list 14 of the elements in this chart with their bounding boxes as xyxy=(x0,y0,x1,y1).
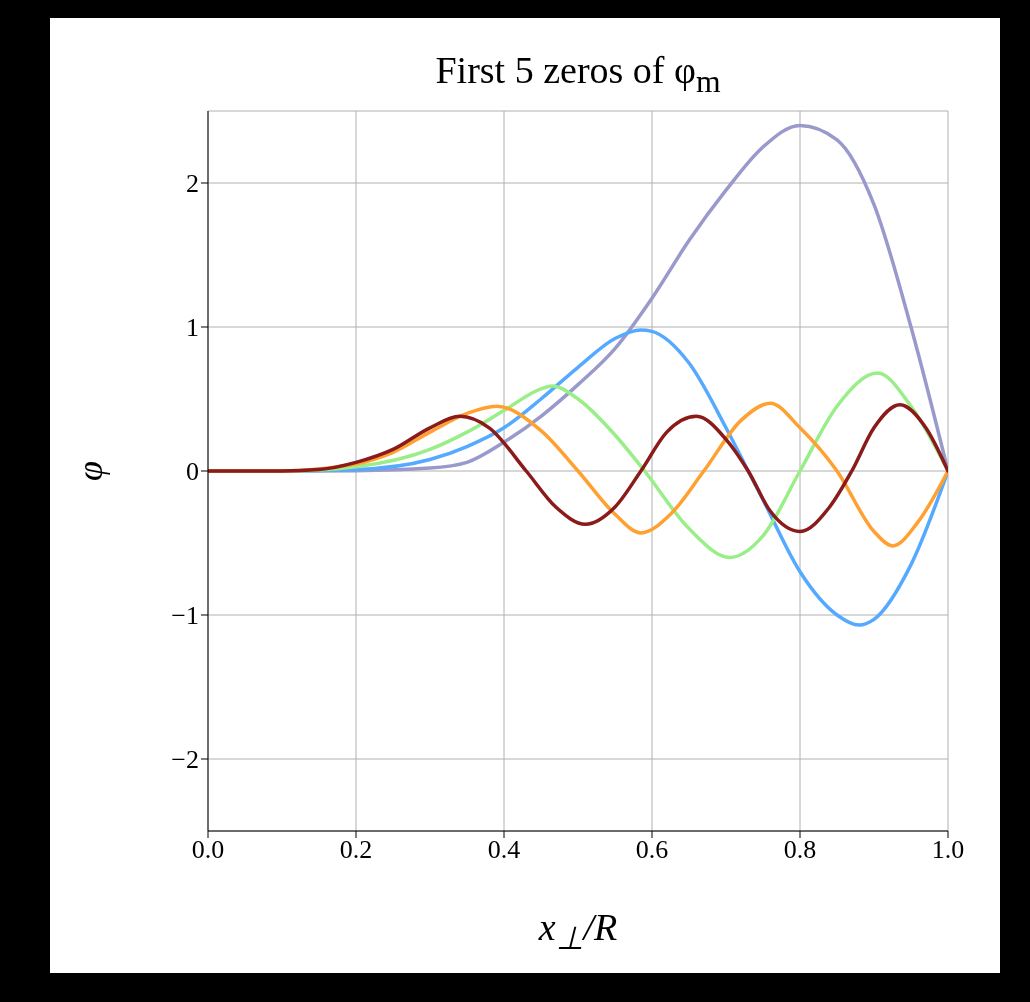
x-tick-label: 0.0 xyxy=(191,835,225,865)
y-tick-label: 2 xyxy=(186,169,199,199)
y-tick-label: −1 xyxy=(171,601,199,631)
x-tick-label: 1.0 xyxy=(931,835,965,865)
y-axis-title: φ xyxy=(69,460,111,483)
x-tick-label: 0.2 xyxy=(339,835,373,865)
chart-title: First 5 zeros of φ$_{m}$ xyxy=(434,48,722,100)
x-tick-label: 0.6 xyxy=(635,835,669,865)
y-tick-label: 0 xyxy=(186,457,199,487)
x-axis-title: x$_{⊥}$/R xyxy=(537,905,619,957)
x-tick-label: 0.4 xyxy=(487,835,521,865)
y-tick-label: −2 xyxy=(171,745,199,775)
y-tick-label: 1 xyxy=(186,313,199,343)
x-tick-label: 0.8 xyxy=(783,835,817,865)
